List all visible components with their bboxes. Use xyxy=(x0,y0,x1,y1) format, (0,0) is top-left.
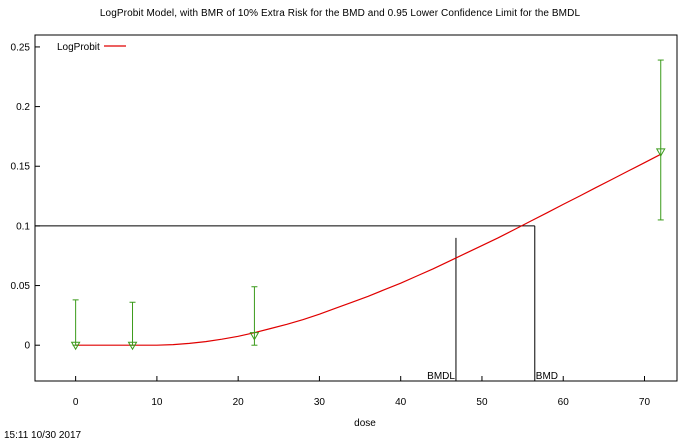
fitted-curve xyxy=(75,153,661,346)
plot-frame xyxy=(34,34,678,382)
x-axis-label: dose xyxy=(354,418,376,429)
observed-point xyxy=(127,301,138,351)
y-tick-label: 0.05 xyxy=(11,281,31,292)
series-line-logprobit xyxy=(75,153,661,346)
x-tick-label: 20 xyxy=(233,397,245,408)
x-tick-label: 70 xyxy=(639,397,651,408)
chart-title: LogProbit Model, with BMR of 10% Extra R… xyxy=(99,8,581,19)
data-marker xyxy=(249,332,260,341)
y-tick-label: 0.1 xyxy=(16,221,30,232)
observed-point xyxy=(655,59,666,221)
observed-point xyxy=(249,286,260,346)
y-tick-label: 0.2 xyxy=(16,102,30,113)
observed-data xyxy=(70,59,666,351)
x-tick-label: 30 xyxy=(314,397,326,408)
observed-point xyxy=(70,299,81,351)
x-tick-label: 10 xyxy=(151,397,163,408)
x-axis: 0 10 20 30 40 50 60 70 xyxy=(73,376,651,408)
legend: LogProbit xyxy=(57,42,126,53)
reference-lines: BMDL BMD xyxy=(35,225,558,382)
timestamp: 15:11 10/30 2017 xyxy=(4,430,82,441)
data-marker xyxy=(127,341,138,351)
data-marker xyxy=(70,341,81,351)
bmd-label: BMD xyxy=(536,371,558,382)
y-axis: 0 0.05 0.1 0.15 0.2 0.25 xyxy=(11,42,40,352)
y-tick-label: 0 xyxy=(24,341,30,352)
y-tick-label: 0.15 xyxy=(11,162,31,173)
x-tick-label: 0 xyxy=(73,397,79,408)
x-tick-label: 50 xyxy=(476,397,488,408)
data-marker xyxy=(655,148,666,157)
y-tick-label: 0.25 xyxy=(11,42,31,53)
legend-label: LogProbit xyxy=(57,42,100,53)
bmdl-label: BMDL xyxy=(427,371,455,382)
x-tick-label: 40 xyxy=(395,397,407,408)
x-tick-label: 60 xyxy=(558,397,570,408)
